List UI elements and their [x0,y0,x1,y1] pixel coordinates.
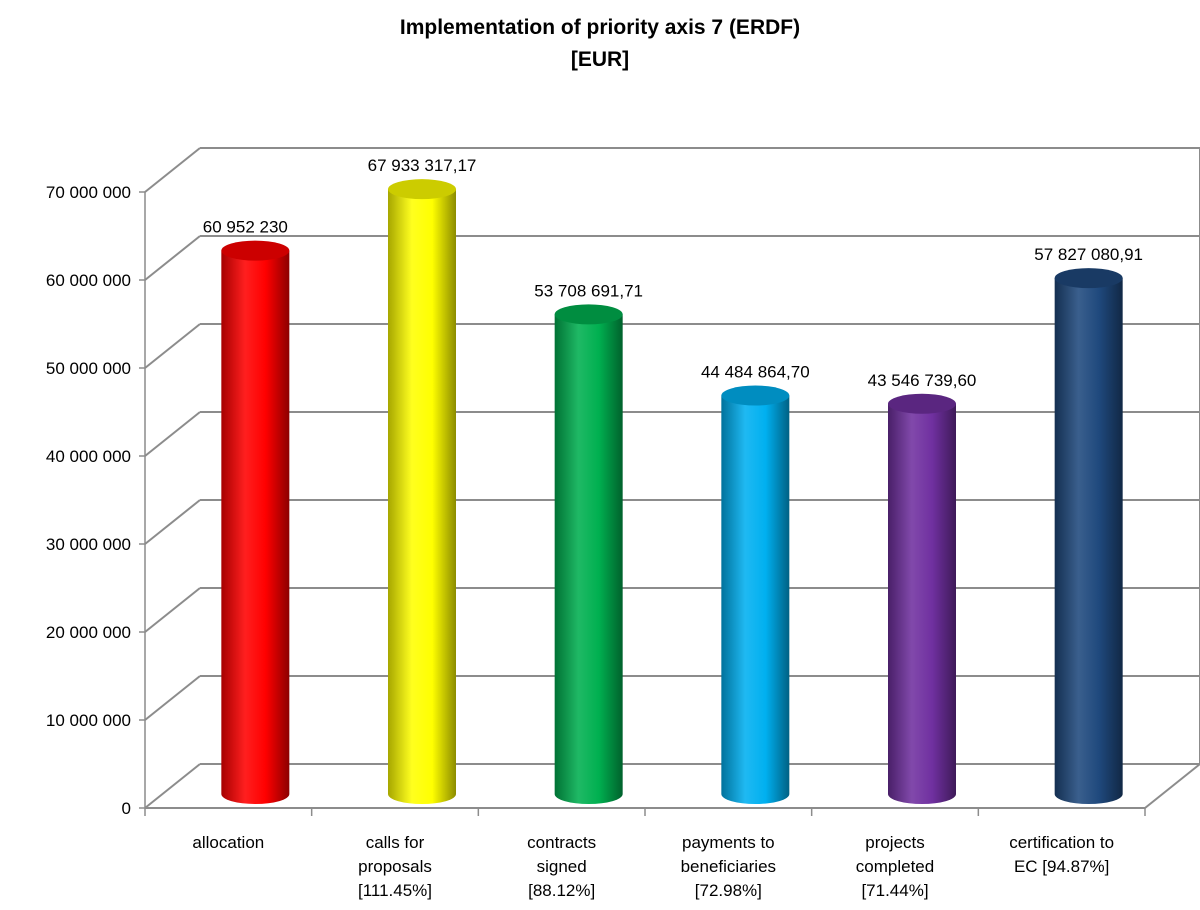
y-tick-label: 20 000 000 [46,623,131,642]
chart-title-line-1: Implementation of priority axis 7 (ERDF) [400,16,800,39]
gridline-side [144,675,201,721]
floor-right-edge [1144,763,1200,809]
bar-top [888,393,956,414]
category-label: contracts signed [88.12%] [527,833,596,900]
bar-top [388,179,456,200]
data-label: 44 484 864,70 [701,363,810,382]
bars [221,179,1123,804]
bar-top [554,304,623,325]
y-tick-label: 0 [122,799,131,818]
data-label: 60 952 230 [203,218,288,237]
y-tick-label: 70 000 000 [46,183,131,202]
gridline-side [144,763,201,809]
gridline-side [144,323,201,369]
bar-body [721,395,790,804]
category-label: projects completed [71.44%] [856,833,934,900]
bar-2 [554,304,623,804]
bar-body [1054,278,1123,804]
gridline-side [144,147,201,193]
data-label: 67 933 317,17 [368,156,477,175]
y-tick-label: 30 000 000 [46,535,131,554]
chart-title-line-2: [EUR] [571,48,629,71]
category-label: calls for proposals [111.45%] [358,833,432,900]
category-labels: allocation calls for proposals [111.45%] con… [192,833,1114,900]
bar-body [888,403,956,804]
gridline-side [144,411,201,457]
bar-5 [1054,268,1123,804]
data-label: 53 708 691,71 [534,281,643,300]
data-label: 43 546 739,60 [868,371,977,390]
bar-body [221,250,290,804]
bar-top [221,240,290,261]
y-tick-label: 60 000 000 [46,271,131,290]
data-labels: 60 952 230 67 933 317,17 53 708 691,71 44 4… [203,156,1143,390]
category-label: certification to EC [94.87%] [1009,833,1114,876]
bar-top [1054,268,1123,289]
y-axis-ticks: 0 10 000 000 20 000 000 30 000 000 40 000 00… [46,183,145,818]
bar-body [388,189,456,804]
gridlines [144,147,1200,809]
category-label: payments to beneficiaries [72.98%] [681,833,776,900]
gridline-side [144,587,201,633]
y-tick-label: 10 000 000 [46,711,131,730]
bar-3 [721,385,790,804]
y-tick-label: 50 000 000 [46,359,131,378]
bar-1 [388,179,456,804]
gridline-side [144,235,201,281]
axes [144,192,1146,816]
y-tick-label: 40 000 000 [46,447,131,466]
bar-0 [221,240,290,804]
chart-title: Implementation of priority axis 7 (ERDF)… [400,16,800,71]
gridline-side [144,499,201,545]
category-label: allocation [192,833,264,852]
bar-body [554,314,623,804]
bar-top [721,385,790,406]
data-label: 57 827 080,91 [1034,245,1143,264]
bar-4 [888,393,956,804]
